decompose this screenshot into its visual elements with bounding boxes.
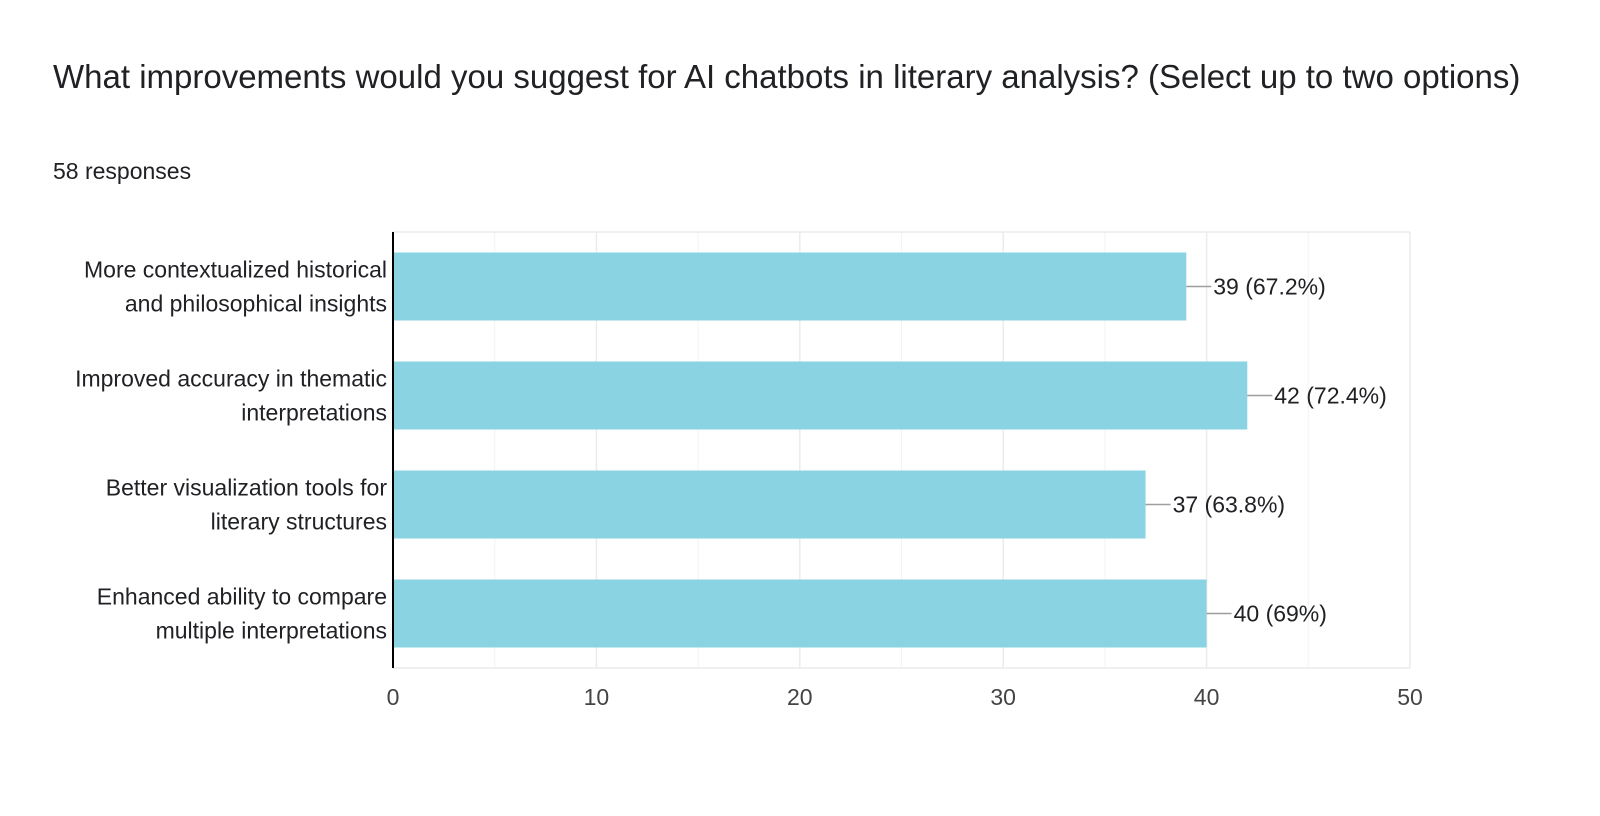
x-tick-label: 30 <box>990 684 1016 710</box>
x-tick-label: 40 <box>1194 684 1220 710</box>
category-label: Improved accuracy in thematic <box>75 366 387 392</box>
bar <box>393 252 1187 321</box>
category-label: and philosophical insights <box>125 291 387 317</box>
response-count: 58 responses <box>53 158 192 184</box>
data-label: 40 (69%) <box>1234 601 1327 627</box>
category-label: interpretations <box>241 400 387 426</box>
category-label: More contextualized historical <box>84 257 387 283</box>
question-title: What improvements would you suggest for … <box>53 58 1521 95</box>
data-label: 42 (72.4%) <box>1274 383 1387 409</box>
x-tick-label: 10 <box>584 684 610 710</box>
category-label: Better visualization tools for <box>106 475 388 501</box>
bar <box>393 579 1207 648</box>
data-label: 37 (63.8%) <box>1173 492 1286 518</box>
category-label: multiple interpretations <box>156 618 387 644</box>
x-tick-label: 20 <box>787 684 813 710</box>
x-tick-label: 50 <box>1397 684 1423 710</box>
category-label: literary structures <box>211 509 387 535</box>
category-label: Enhanced ability to compare <box>97 584 387 610</box>
data-label: 39 (67.2%) <box>1213 274 1326 300</box>
x-tick-label: 0 <box>387 684 400 710</box>
bar <box>393 361 1248 430</box>
bar <box>393 470 1146 539</box>
